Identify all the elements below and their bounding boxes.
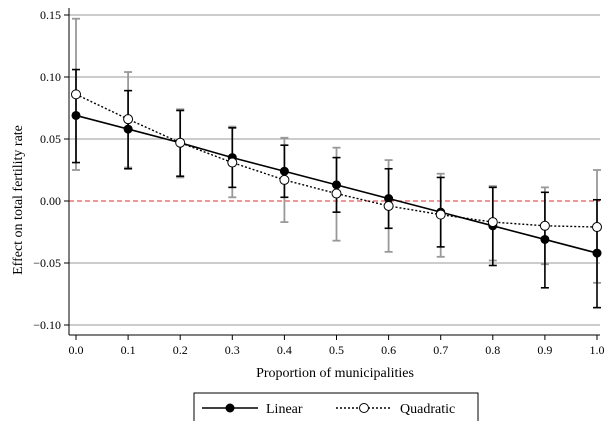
legend: Linear Quadratic	[193, 392, 479, 421]
y-axis-label: Effect on total fertility rate	[11, 125, 26, 275]
x-tick-label: 0.5	[329, 343, 344, 357]
y-tick-label: 0.00	[40, 194, 61, 208]
series-markers	[71, 89, 602, 258]
x-tick-label: 0.0	[69, 343, 84, 357]
gridlines	[69, 14, 600, 326]
data-point-quadratic	[279, 174, 290, 185]
legend-quadratic-marker	[359, 403, 369, 413]
axes	[64, 8, 600, 340]
data-point-quadratic	[539, 220, 550, 231]
x-tick-label: 0.2	[173, 343, 188, 357]
y-tick-label: 0.05	[40, 132, 61, 146]
data-point-quadratic	[592, 222, 602, 233]
x-tick-label: 0.7	[433, 343, 448, 357]
data-point-linear	[384, 194, 394, 204]
legend-linear-marker	[225, 403, 235, 413]
y-tick-label: 0.10	[40, 70, 61, 84]
y-tick-label: −0.10	[33, 318, 61, 332]
x-tick-label: 1.0	[590, 343, 604, 357]
data-point-linear	[540, 234, 550, 244]
tick-labels: 0.15 0.10 0.05 0.00 −0.05 −0.10 0.0 0.1 0.2 0.3 0.…	[33, 8, 604, 357]
data-point-quadratic	[123, 114, 134, 125]
x-tick-label: 0.9	[537, 343, 552, 357]
legend-quadratic-label: Quadratic	[400, 402, 455, 417]
data-point-quadratic	[175, 137, 186, 148]
data-point-linear	[592, 248, 602, 258]
y-tick-label: 0.15	[40, 8, 61, 22]
data-point-linear	[71, 110, 81, 120]
data-point-quadratic	[227, 157, 238, 168]
data-point-linear	[332, 180, 341, 190]
data-point-quadratic	[435, 209, 446, 220]
data-point-quadratic	[383, 200, 394, 211]
data-point-linear	[279, 166, 289, 176]
error-bars	[72, 17, 601, 309]
x-tick-label: 0.1	[121, 343, 136, 357]
data-point-quadratic	[331, 188, 342, 199]
legend-box	[193, 392, 479, 421]
x-axis-label: Proportion of municipalities	[256, 366, 414, 381]
data-point-linear	[123, 124, 133, 134]
x-tick-label: 0.8	[485, 343, 500, 357]
data-point-quadratic	[71, 89, 81, 100]
x-tick-label: 0.3	[225, 343, 240, 357]
data-point-quadratic	[487, 217, 498, 228]
y-tick-label: −0.05	[33, 256, 61, 270]
x-tick-label: 0.6	[381, 343, 396, 357]
x-tick-label: 0.4	[277, 343, 292, 357]
legend-linear-label: Linear	[266, 402, 303, 417]
